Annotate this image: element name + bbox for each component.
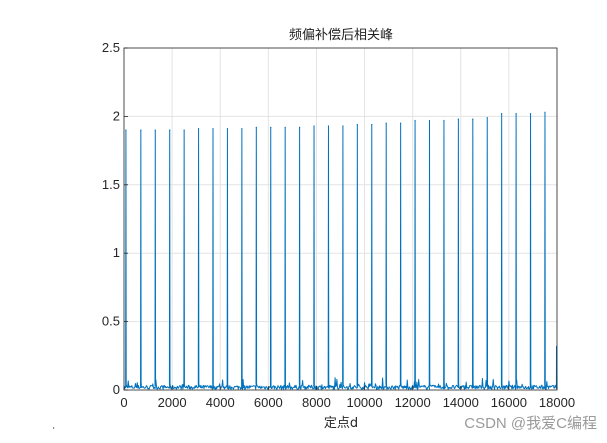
correlation-peak	[270, 126, 272, 128]
x-tick-label: 8000	[302, 395, 331, 410]
y-tick-label: 1.5	[102, 177, 120, 192]
x-tick-label: 2000	[158, 395, 187, 410]
y-tick-label: 2	[113, 108, 120, 123]
correlation-peak	[486, 117, 488, 119]
y-tick-label: 0	[113, 382, 120, 397]
correlation-peak	[169, 129, 171, 131]
x-tick-label: 10000	[346, 395, 382, 410]
x-axis-label: 定点d	[324, 416, 358, 431]
correlation-peak	[544, 111, 546, 113]
correlation-peak	[241, 128, 243, 130]
x-tick-label: 0	[120, 395, 127, 410]
correlation-peak	[400, 122, 402, 124]
correlation-peak	[197, 128, 200, 130]
correlation-peak	[140, 129, 142, 131]
chart-series	[123, 111, 558, 390]
correlation-peak	[154, 129, 156, 131]
chart-ticks: 0 2000 4000 6000 8000 10000 12000 14000 16000 180…	[102, 40, 575, 410]
axes-box	[123, 47, 558, 391]
correlation-peak	[443, 119, 445, 122]
correlation-peak	[356, 124, 358, 126]
correlation-peak	[226, 128, 229, 130]
corner-mark: ˙	[52, 425, 56, 440]
watermark: CSDN @我爱C编程	[464, 415, 597, 432]
y-tick-label: 1	[113, 245, 120, 260]
correlation-peak	[414, 119, 416, 122]
correlation-peak	[299, 126, 301, 128]
correlation-peak	[212, 128, 214, 130]
correlation-peak	[327, 125, 330, 127]
x-tick-label: 6000	[254, 395, 283, 410]
correlation-peak	[125, 129, 127, 131]
correlation-peak	[385, 122, 387, 124]
x-tick-label: 4000	[206, 395, 235, 410]
correlation-peak	[472, 118, 474, 120]
correlation-peak	[313, 125, 315, 127]
correlation-peak	[342, 125, 344, 127]
y-tick-label: 2.5	[102, 40, 120, 55]
correlation-peak	[501, 113, 503, 115]
correlation-peak	[515, 113, 517, 115]
correlation-peak	[529, 113, 532, 115]
correlation-peak	[428, 119, 431, 122]
correlation-peak	[457, 118, 459, 120]
correlation-peak	[255, 126, 257, 128]
x-tick-label: 16000	[491, 395, 527, 410]
x-tick-label: 12000	[395, 395, 431, 410]
x-tick-label: 14000	[443, 395, 479, 410]
y-tick-label: 0.5	[102, 314, 120, 329]
correlation-peak	[183, 129, 185, 131]
chart-grid	[123, 47, 558, 391]
correlation-peak	[371, 124, 373, 126]
correlation-peak	[284, 126, 286, 128]
x-tick-label: 18000	[539, 395, 575, 410]
correlation-line	[123, 111, 558, 390]
chart-title: 频偏补偿后相关峰	[289, 28, 393, 43]
